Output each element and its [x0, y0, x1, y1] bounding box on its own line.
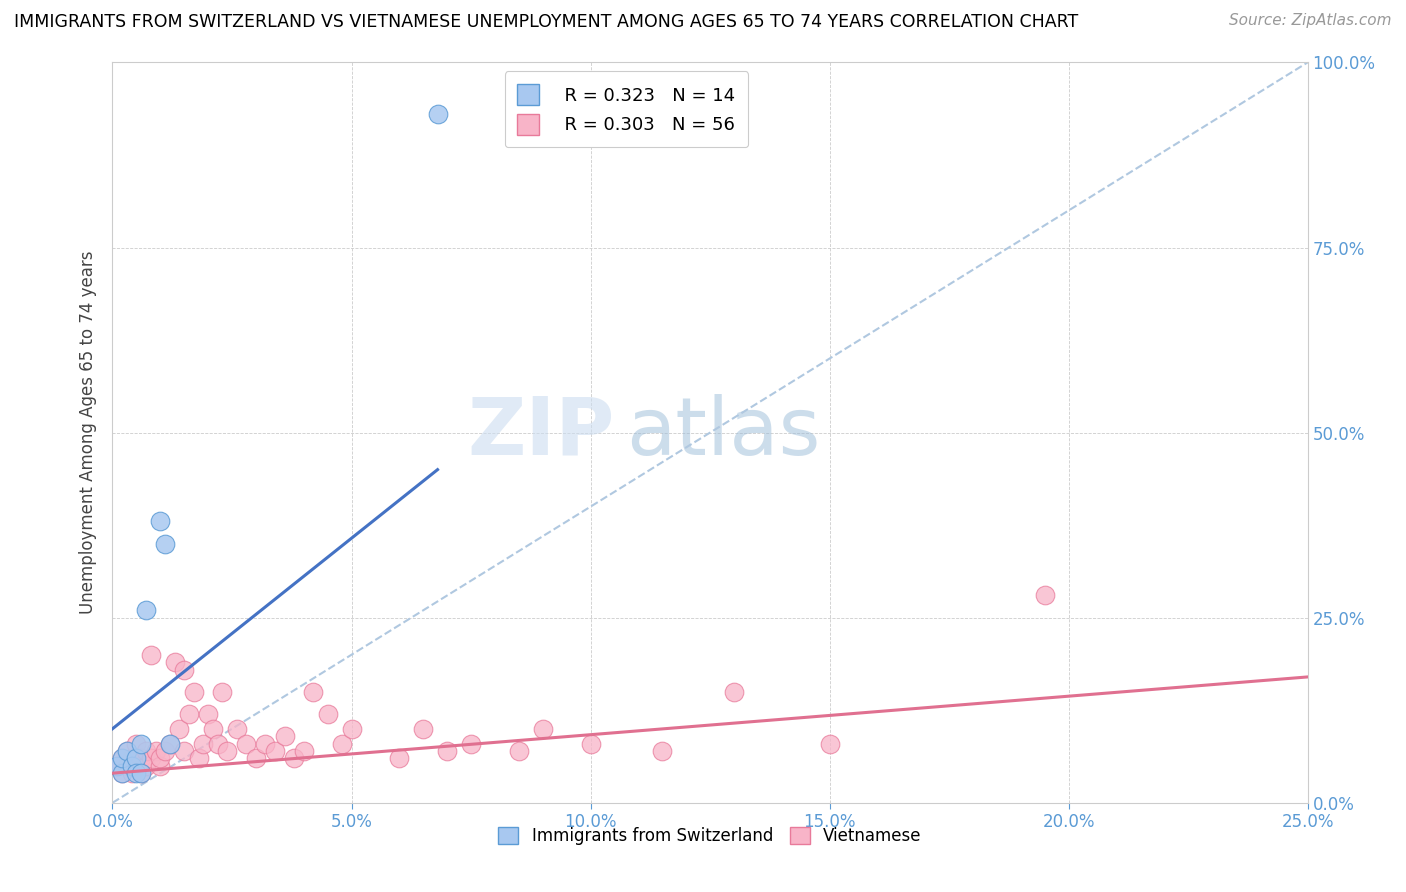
- Point: [115, 744, 138, 758]
- Point: [254, 737, 277, 751]
- Point: [159, 737, 181, 751]
- Point: [153, 744, 176, 758]
- Point: [292, 744, 315, 758]
- Point: [235, 737, 257, 751]
- Point: [460, 737, 482, 751]
- Point: [135, 603, 157, 617]
- Point: [193, 737, 215, 751]
- Point: [818, 737, 841, 751]
- Point: [187, 751, 209, 765]
- Point: [330, 737, 353, 751]
- Point: [111, 766, 134, 780]
- Point: [159, 737, 181, 751]
- Point: [388, 751, 411, 765]
- Point: [225, 722, 247, 736]
- Point: [1033, 589, 1056, 603]
- Point: [316, 706, 339, 721]
- Point: [135, 758, 157, 772]
- Point: [145, 744, 167, 758]
- Text: IMMIGRANTS FROM SWITZERLAND VS VIETNAMESE UNEMPLOYMENT AMONG AGES 65 TO 74 YEARS: IMMIGRANTS FROM SWITZERLAND VS VIETNAMES…: [14, 13, 1078, 31]
- Legend: Immigrants from Switzerland, Vietnamese: Immigrants from Switzerland, Vietnamese: [491, 819, 929, 854]
- Point: [139, 648, 162, 662]
- Point: [651, 744, 673, 758]
- Point: [283, 751, 305, 765]
- Point: [173, 744, 195, 758]
- Point: [111, 751, 134, 765]
- Point: [125, 766, 148, 780]
- Point: [273, 729, 295, 743]
- Point: [197, 706, 219, 721]
- Point: [149, 515, 172, 529]
- Text: ZIP: ZIP: [467, 393, 614, 472]
- Point: [163, 655, 186, 669]
- Point: [340, 722, 363, 736]
- Point: [436, 744, 458, 758]
- Point: [173, 663, 195, 677]
- Point: [115, 758, 138, 772]
- Point: [264, 744, 287, 758]
- Point: [245, 751, 267, 765]
- Point: [135, 744, 157, 758]
- Point: [723, 685, 745, 699]
- Point: [426, 107, 449, 121]
- Point: [211, 685, 233, 699]
- Text: atlas: atlas: [627, 393, 821, 472]
- Point: [508, 744, 530, 758]
- Point: [129, 766, 152, 780]
- Point: [139, 751, 162, 765]
- Point: [412, 722, 434, 736]
- Point: [579, 737, 602, 751]
- Point: [201, 722, 224, 736]
- Point: [531, 722, 554, 736]
- Point: [105, 758, 128, 772]
- Point: [183, 685, 205, 699]
- Point: [207, 737, 229, 751]
- Point: [129, 737, 152, 751]
- Point: [121, 751, 143, 765]
- Y-axis label: Unemployment Among Ages 65 to 74 years: Unemployment Among Ages 65 to 74 years: [79, 251, 97, 615]
- Point: [125, 758, 148, 772]
- Point: [111, 751, 134, 765]
- Point: [121, 758, 143, 772]
- Point: [129, 766, 152, 780]
- Point: [125, 737, 148, 751]
- Point: [125, 751, 148, 765]
- Point: [217, 744, 239, 758]
- Point: [129, 751, 152, 765]
- Point: [169, 722, 191, 736]
- Point: [105, 758, 128, 772]
- Point: [153, 536, 176, 550]
- Point: [115, 744, 138, 758]
- Point: [149, 758, 172, 772]
- Point: [302, 685, 325, 699]
- Point: [177, 706, 200, 721]
- Text: Source: ZipAtlas.com: Source: ZipAtlas.com: [1229, 13, 1392, 29]
- Point: [111, 766, 134, 780]
- Point: [121, 766, 143, 780]
- Point: [149, 751, 172, 765]
